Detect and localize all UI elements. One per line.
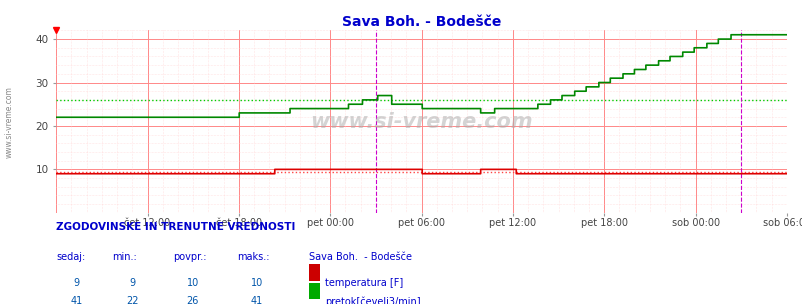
Text: 9: 9: [129, 278, 136, 288]
Text: Sava Boh.  - Bodešče: Sava Boh. - Bodešče: [309, 252, 411, 262]
Text: maks.:: maks.:: [237, 252, 269, 262]
Text: temperatura [F]: temperatura [F]: [325, 278, 403, 288]
Text: 10: 10: [250, 278, 263, 288]
Text: 10: 10: [186, 278, 199, 288]
Text: www.si-vreme.com: www.si-vreme.com: [5, 86, 14, 157]
Text: 9: 9: [73, 278, 79, 288]
Text: sedaj:: sedaj:: [56, 252, 85, 262]
Text: 41: 41: [250, 296, 263, 304]
Title: Sava Boh. - Bodešče: Sava Boh. - Bodešče: [342, 15, 500, 29]
Text: www.si-vreme.com: www.si-vreme.com: [310, 112, 533, 132]
Text: povpr.:: povpr.:: [172, 252, 206, 262]
Text: ZGODOVINSKE IN TRENUTNE VREDNOSTI: ZGODOVINSKE IN TRENUTNE VREDNOSTI: [56, 222, 295, 232]
Text: 41: 41: [70, 296, 83, 304]
Text: pretok[čevelj3/min]: pretok[čevelj3/min]: [325, 296, 420, 304]
Text: 22: 22: [126, 296, 139, 304]
Text: min.:: min.:: [112, 252, 137, 262]
Text: 26: 26: [186, 296, 199, 304]
